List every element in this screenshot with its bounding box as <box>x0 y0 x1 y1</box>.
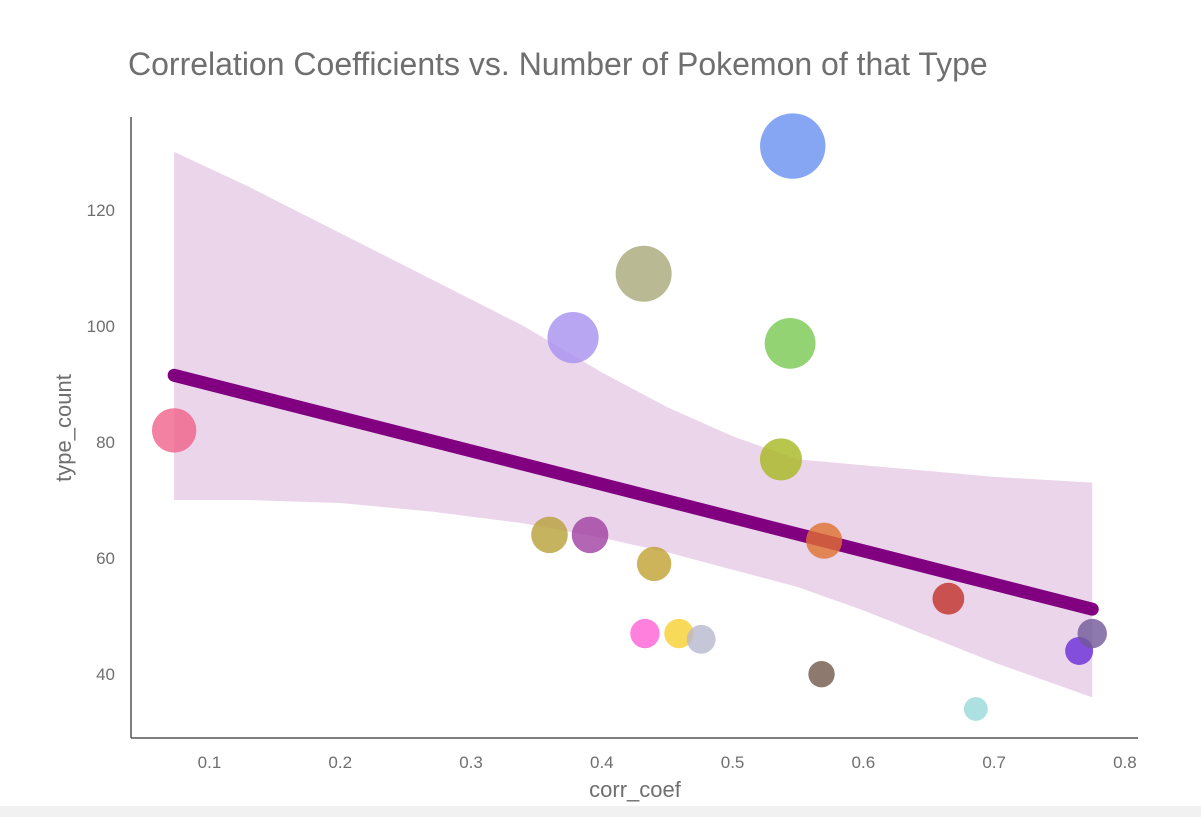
data-point <box>760 113 826 179</box>
x-tick-label: 0.1 <box>198 753 222 772</box>
x-tick-label: 0.6 <box>852 753 876 772</box>
data-point <box>764 317 816 369</box>
y-tick-label: 40 <box>96 665 115 684</box>
regression-line-layer <box>167 368 1099 616</box>
x-tick-label: 0.4 <box>590 753 614 772</box>
x-tick-label: 0.2 <box>328 753 352 772</box>
y-tick-label: 80 <box>96 433 115 452</box>
confidence-band <box>174 151 1093 698</box>
data-point <box>806 522 843 559</box>
data-point <box>630 618 660 649</box>
data-point <box>759 438 803 481</box>
data-point <box>686 624 716 654</box>
data-point <box>808 660 835 688</box>
y-tick-label: 120 <box>87 201 115 220</box>
chart-title: Correlation Coefficients vs. Number of P… <box>128 46 988 82</box>
x-axis-label: corr_coef <box>589 777 682 802</box>
data-point <box>547 311 599 364</box>
y-tick-label: 100 <box>87 317 115 336</box>
data-point <box>636 546 672 582</box>
data-point <box>664 618 694 649</box>
data-point <box>932 582 965 615</box>
x-tick-label: 0.3 <box>459 753 483 772</box>
data-point <box>531 516 568 554</box>
y-tick-labels: 40 60 80 100 120 <box>87 201 115 684</box>
data-point <box>571 516 609 554</box>
x-tick-labels: 0.1 0.2 0.3 0.4 0.5 0.6 0.7 0.8 <box>198 753 1137 772</box>
x-tick-label: 0.8 <box>1113 753 1137 772</box>
x-tick-label: 0.5 <box>721 753 745 772</box>
data-point <box>963 697 988 721</box>
confidence-band-layer <box>174 151 1093 698</box>
x-tick-label: 0.7 <box>982 753 1006 772</box>
data-point <box>1077 618 1107 649</box>
data-point <box>615 245 672 302</box>
bottom-strip <box>0 806 1201 817</box>
y-axis-label: type_count <box>51 374 76 482</box>
data-point <box>151 408 197 453</box>
y-tick-label: 60 <box>96 549 115 568</box>
data-points-layer <box>151 113 1107 721</box>
regression-line <box>167 368 1099 616</box>
axes-layer <box>130 117 1138 739</box>
